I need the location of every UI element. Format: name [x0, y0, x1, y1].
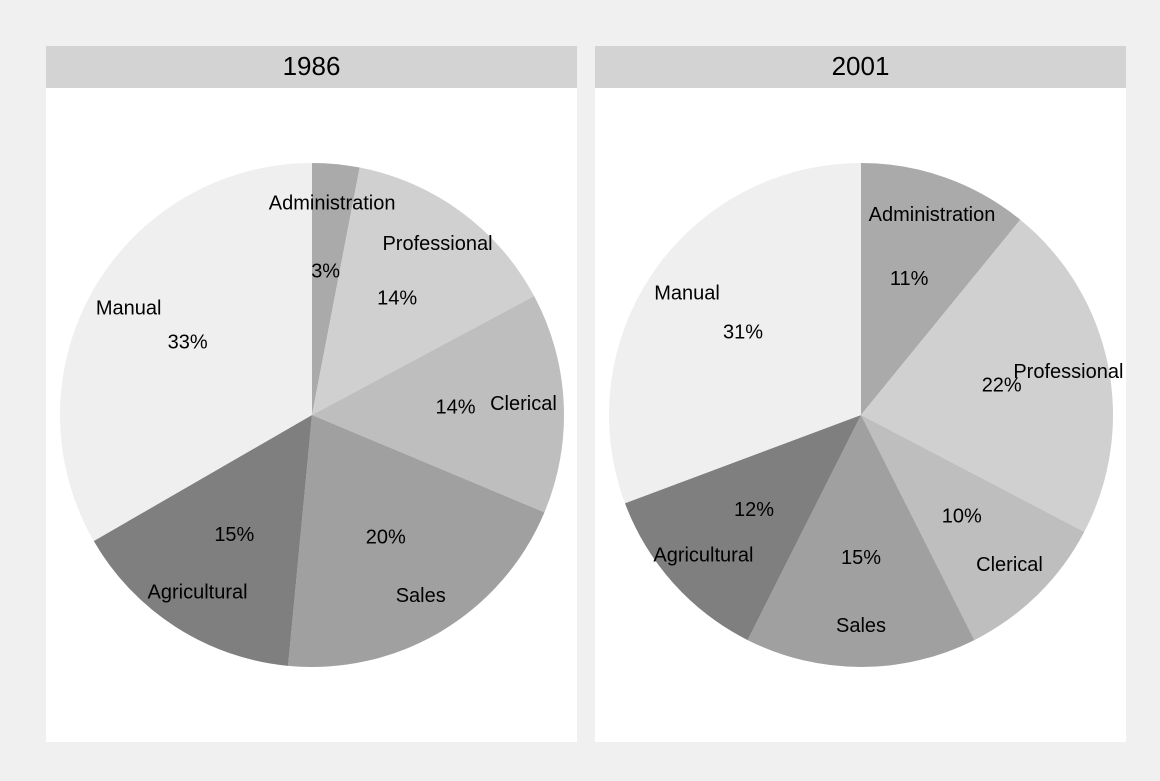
- slice-label: Sales: [396, 585, 446, 607]
- pie-slice: [59, 163, 313, 541]
- value-label: 15%: [841, 547, 881, 569]
- pie-slice: [312, 163, 360, 415]
- value-label: 12%: [734, 499, 774, 521]
- value-label: 3%: [311, 260, 340, 282]
- pie-slice: [312, 295, 564, 513]
- pie-slice: [288, 415, 545, 667]
- slice-label: Manual: [654, 283, 720, 305]
- panel-header: [595, 46, 1126, 88]
- slice-label: Administration: [869, 204, 996, 226]
- pie-slice: [861, 415, 1085, 641]
- value-label: 22%: [982, 374, 1022, 396]
- pie-slice: [624, 415, 861, 641]
- slice-label: Professional: [382, 233, 492, 255]
- pie-slice: [861, 219, 1114, 532]
- value-label: 14%: [377, 288, 417, 310]
- slice-label: Sales: [836, 615, 886, 637]
- panel-title: 1986: [283, 51, 341, 81]
- pie-slice: [93, 415, 312, 666]
- slice-label: Manual: [96, 297, 162, 319]
- pie-slice: [609, 163, 861, 504]
- slice-label: Agricultural: [653, 545, 753, 567]
- value-label: 10%: [942, 506, 982, 528]
- pie-slice: [747, 415, 975, 667]
- pie-slice: [312, 167, 535, 415]
- slice-label: Clerical: [490, 393, 557, 415]
- slice-label: Clerical: [976, 554, 1043, 576]
- value-label: 33%: [168, 331, 208, 353]
- value-label: 15%: [214, 524, 254, 546]
- pie-slice: [861, 163, 1021, 415]
- slice-label: Agricultural: [148, 581, 248, 603]
- value-label: 11%: [890, 268, 929, 290]
- slice-label: Administration: [269, 193, 396, 215]
- panel-title: 2001: [832, 51, 890, 81]
- value-label: 14%: [435, 396, 475, 418]
- value-label: 31%: [723, 321, 763, 343]
- panel-header: [46, 46, 577, 88]
- value-label: 20%: [366, 527, 406, 549]
- slice-label: Professional: [1013, 361, 1123, 383]
